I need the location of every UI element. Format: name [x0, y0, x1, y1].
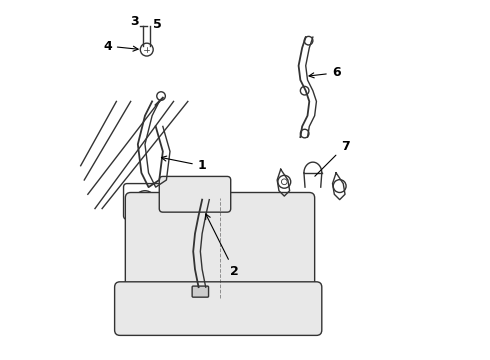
FancyBboxPatch shape: [159, 176, 231, 212]
Text: 6: 6: [309, 66, 341, 79]
FancyBboxPatch shape: [192, 286, 209, 297]
Text: 5: 5: [153, 18, 162, 31]
Text: 1: 1: [161, 156, 206, 172]
Text: 4: 4: [103, 40, 138, 53]
Text: 2: 2: [206, 214, 239, 278]
Text: 3: 3: [130, 14, 139, 27]
FancyBboxPatch shape: [115, 282, 322, 336]
Text: 7: 7: [315, 140, 349, 176]
FancyBboxPatch shape: [125, 193, 315, 303]
